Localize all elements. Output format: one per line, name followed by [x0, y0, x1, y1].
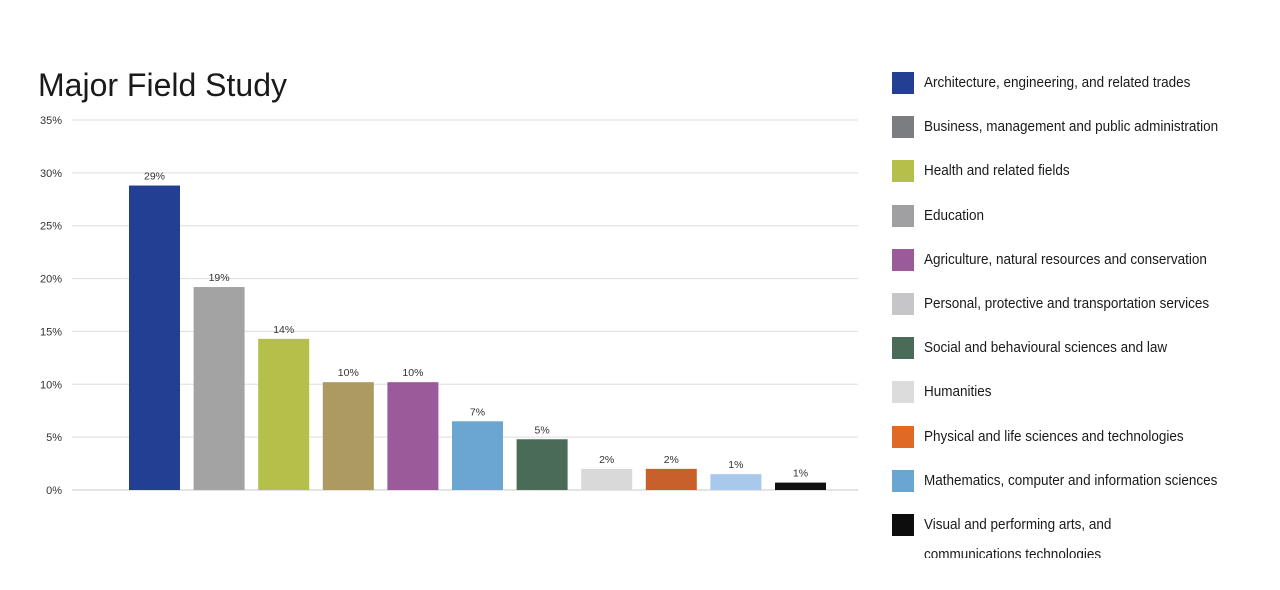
- legend-swatch: [892, 425, 914, 448]
- data-label: 5%: [535, 424, 550, 436]
- legend-swatch: [892, 337, 914, 360]
- data-label: 1%: [728, 459, 743, 471]
- data-label: 10%: [338, 367, 359, 379]
- data-label: 7%: [470, 406, 485, 418]
- legend-label: Social and behavioural sciences and law: [924, 339, 1168, 357]
- y-tick-label: 25%: [40, 221, 62, 233]
- legend-item: Social and behavioural sciences and law: [892, 337, 1222, 381]
- y-axis-ticks: 0% 5% 10% 15% 20% 25% 30% 35%: [40, 115, 62, 497]
- data-label: 1%: [793, 468, 808, 480]
- legend-swatch: [892, 381, 914, 404]
- bars: [129, 185, 826, 491]
- y-tick-label: 35%: [40, 115, 62, 127]
- legend-item: Health and related fields: [892, 160, 1222, 204]
- legend-swatch: [892, 160, 914, 183]
- y-tick-label: 20%: [40, 274, 62, 286]
- y-tick-label: 5%: [46, 432, 62, 444]
- data-label: 14%: [273, 324, 294, 336]
- legend-swatch: [892, 72, 914, 94]
- legend-swatch: [892, 116, 914, 139]
- bar: [258, 338, 310, 490]
- legend-label: Architecture, engineering, and related t…: [924, 74, 1191, 91]
- data-label: 29%: [144, 171, 165, 183]
- legend-label: Physical and life sciences and technolog…: [924, 427, 1184, 445]
- data-label: 2%: [599, 454, 614, 466]
- legend-label: Mathematics, computer and information sc…: [924, 471, 1218, 489]
- legend-item: Physical and life sciences and technolog…: [892, 425, 1222, 470]
- bar: [645, 468, 697, 490]
- bar: [775, 482, 826, 490]
- y-tick-label: 15%: [40, 326, 62, 338]
- y-tick-label: 0%: [46, 485, 62, 497]
- legend-item: Architecture, engineering, and related t…: [892, 72, 1222, 116]
- legend-label: Agriculture, natural resources and conse…: [924, 250, 1207, 268]
- data-label: 2%: [664, 454, 679, 466]
- legend-item: Personal, protective and transportation …: [892, 292, 1222, 337]
- bar-chart: Major Field Study 0% 5% 10% 15% 20% 25% 30% 35%…: [38, 67, 858, 497]
- legend-item: Visual and performing arts, and communic…: [892, 513, 1222, 558]
- legend-swatch: [892, 204, 914, 227]
- legend-item: Humanities: [892, 381, 1222, 425]
- bar: [581, 468, 633, 490]
- legend-label: Visual and performing arts, and communic…: [924, 515, 1112, 559]
- bar: [516, 439, 568, 490]
- legend-item: Mathematics, computer and information sc…: [892, 469, 1222, 514]
- legend-label: Personal, protective and transportation …: [924, 294, 1210, 312]
- y-tick-label: 30%: [40, 168, 62, 180]
- bar: [387, 382, 439, 490]
- legend-label: Humanities: [924, 383, 992, 401]
- legend-swatch: [892, 513, 914, 536]
- legend-label: Health and related fields: [924, 162, 1070, 180]
- bar: [129, 185, 180, 491]
- data-label: 10%: [402, 367, 423, 379]
- bar: [710, 474, 762, 490]
- bar: [193, 287, 245, 490]
- legend-item: Business, management and public administ…: [892, 116, 1222, 160]
- legend-label: Education: [924, 206, 985, 224]
- legend-swatch: [892, 248, 914, 271]
- bar: [452, 421, 503, 490]
- y-tick-label: 10%: [40, 379, 62, 391]
- legend-item: Education: [892, 204, 1222, 249]
- data-label: 19%: [209, 272, 230, 284]
- legend-item: Agriculture, natural resources and conse…: [892, 248, 1222, 293]
- data-labels: 29% 19% 14% 10% 10% 7% 5% 2% 2% 1% 1%: [144, 171, 808, 480]
- legend-swatch: [892, 469, 914, 492]
- legend-label: Business, management and public administ…: [924, 118, 1219, 136]
- legend-swatch: [892, 292, 914, 315]
- legend: Architecture, engineering, and related t…: [892, 72, 1222, 558]
- chart-title: Major Field Study: [38, 67, 287, 103]
- bar: [322, 382, 374, 490]
